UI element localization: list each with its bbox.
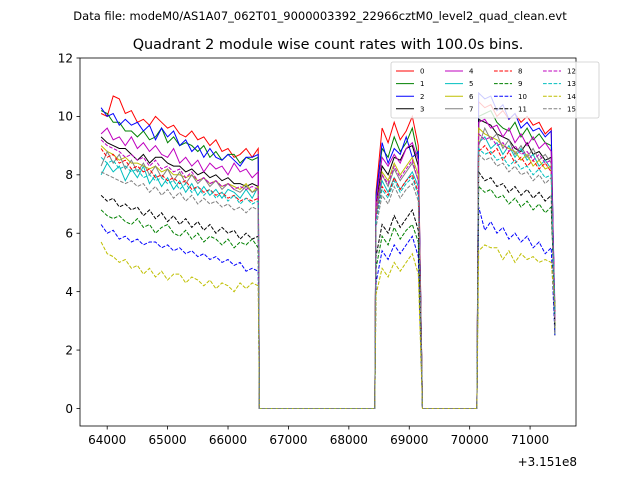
legend-label-3: 3 (420, 105, 424, 113)
legend-label-11: 11 (518, 105, 527, 113)
legend-label-0: 0 (420, 68, 424, 76)
axes: 64000 65000 66000 67000 68000 69000 70000 71000… (58, 51, 577, 447)
x-tick-label: 67000 (269, 433, 307, 447)
y-tick-label: 0 (65, 402, 73, 416)
series-line-3 (100, 118, 556, 409)
series-line-6 (100, 126, 556, 409)
series-line-5 (100, 136, 556, 409)
legend-label-5: 5 (469, 80, 473, 88)
legend-label-9: 9 (518, 80, 522, 88)
legend-label-6: 6 (469, 93, 474, 101)
y-tick-label: 4 (65, 285, 73, 299)
legend-label-13: 13 (567, 80, 576, 88)
legend-label-7: 7 (469, 105, 473, 113)
x-offset-label: +3.151e8 (518, 455, 577, 469)
plot-area (100, 91, 556, 409)
series-line-4 (100, 118, 556, 409)
legend-label-8: 8 (518, 68, 522, 76)
legend-label-14: 14 (567, 93, 576, 101)
y-tick-label: 8 (65, 168, 73, 182)
series-line-15 (100, 153, 556, 409)
x-tick-label: 64000 (88, 433, 126, 447)
series-line-0 (100, 95, 556, 409)
figure-suptitle: Data file: modeM0/AS1A07_062T01_90000033… (73, 9, 567, 23)
y-tick-label: 12 (58, 51, 73, 65)
x-tick-label: 68000 (330, 433, 368, 447)
legend-box (390, 61, 600, 119)
series-line-13 (100, 147, 556, 409)
axes-frame (79, 57, 577, 427)
series-line-8 (100, 144, 556, 409)
legend-label-1: 1 (420, 80, 424, 88)
x-tick-label: 69000 (390, 433, 428, 447)
legend-label-4: 4 (469, 68, 474, 76)
series-line-12 (100, 132, 556, 409)
y-tick-label: 6 (65, 227, 73, 241)
y-tick-label: 10 (58, 110, 73, 124)
series-line-10 (100, 206, 556, 409)
legend-label-12: 12 (567, 68, 576, 76)
x-tick-label: 65000 (149, 433, 187, 447)
legend-label-2: 2 (420, 93, 424, 101)
y-tick-label: 2 (65, 343, 73, 357)
x-tick-label: 66000 (209, 433, 247, 447)
x-tick-label: 70000 (451, 433, 489, 447)
legend-label-10: 10 (518, 93, 527, 101)
series-line-14 (100, 241, 556, 409)
legend-label-15: 15 (567, 105, 576, 113)
x-tick-label: 71000 (511, 433, 549, 447)
chart-title: Quadrant 2 module wise count rates with … (133, 37, 524, 53)
series-line-11 (100, 170, 556, 409)
